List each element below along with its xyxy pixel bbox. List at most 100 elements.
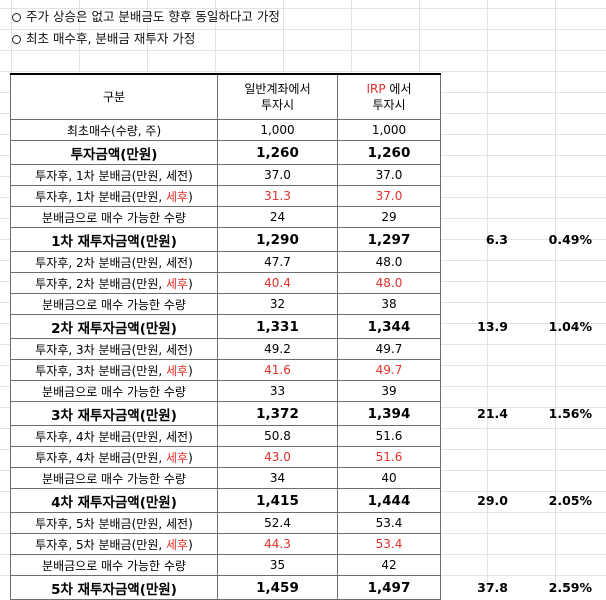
- cell-value: 51.6: [375, 429, 403, 443]
- irp-value-cell[interactable]: 1,000: [337, 119, 441, 141]
- table-header-row: 구분 일반계좌에서 투자시 IRP 에서 투자시: [10, 73, 441, 120]
- general-account-value-cell[interactable]: 52.4: [217, 512, 338, 534]
- general-account-value-cell[interactable]: 1,415: [217, 488, 338, 513]
- general-account-value-cell[interactable]: 41.6: [217, 359, 338, 381]
- difference-value[interactable]: 37.8: [477, 579, 508, 595]
- difference-value[interactable]: 29.0: [477, 492, 508, 508]
- irp-value-cell[interactable]: 49.7: [337, 359, 441, 381]
- general-account-value-cell[interactable]: 31.3: [217, 185, 338, 207]
- irp-value-cell[interactable]: 1,394: [337, 401, 441, 426]
- table-row: 투자후, 4차 분배금(만원, 세전) 50.8 51.6: [10, 425, 441, 447]
- irp-value-cell[interactable]: 39: [337, 380, 441, 402]
- general-account-value-cell[interactable]: 49.2: [217, 338, 338, 360]
- irp-value-cell[interactable]: 37.0: [337, 185, 441, 207]
- general-account-value-cell[interactable]: 32: [217, 293, 338, 315]
- cell-value: 1,290: [256, 231, 299, 248]
- difference-percent[interactable]: 2.59%: [548, 579, 592, 595]
- row-label-cell[interactable]: 1차 재투자금액(만원): [10, 227, 218, 252]
- row-label-cell[interactable]: 투자후, 5차 분배금(만원, 세후): [10, 533, 218, 555]
- cell-value: 1,297: [367, 231, 411, 248]
- irp-value-cell[interactable]: 48.0: [337, 272, 441, 294]
- general-account-value-cell[interactable]: 1,290: [217, 227, 338, 252]
- difference-value[interactable]: 21.4: [477, 405, 508, 421]
- general-account-value-cell[interactable]: 1,000: [217, 119, 338, 141]
- header-general-account-cell[interactable]: 일반계좌에서 투자시: [217, 73, 338, 120]
- header-irp-cell[interactable]: IRP 에서 투자시: [337, 73, 441, 120]
- row-label-cell[interactable]: 분배금으로 매수 가능한 수량: [10, 206, 218, 228]
- general-account-value-cell[interactable]: 1,372: [217, 401, 338, 426]
- general-account-value-cell[interactable]: 24: [217, 206, 338, 228]
- row-label-cell[interactable]: 5차 재투자금액(만원): [10, 575, 218, 600]
- row-label-cell[interactable]: 3차 재투자금액(만원): [10, 401, 218, 426]
- row-label-text: 세후: [165, 450, 189, 465]
- row-label-cell[interactable]: 투자후, 5차 분배금(만원, 세전): [10, 512, 218, 534]
- table-row: 투자후, 1차 분배금(만원, 세후) 31.3 37.0: [10, 185, 441, 207]
- general-account-value-cell[interactable]: 1,331: [217, 314, 338, 339]
- irp-value-cell[interactable]: 1,344: [337, 314, 441, 339]
- irp-value-cell[interactable]: 1,497: [337, 575, 441, 600]
- difference-percent[interactable]: 1.56%: [548, 405, 592, 421]
- row-label-cell[interactable]: 투자후, 3차 분배금(만원, 세후): [10, 359, 218, 381]
- row-label-cell[interactable]: 투자후, 4차 분배금(만원, 세전): [10, 425, 218, 447]
- general-account-value-cell[interactable]: 47.7: [217, 251, 338, 273]
- cell-value: 32: [269, 297, 286, 311]
- difference-percent[interactable]: 1.04%: [548, 318, 592, 334]
- irp-value-cell[interactable]: 51.6: [337, 446, 441, 468]
- irp-value-cell[interactable]: 29: [337, 206, 441, 228]
- row-label-cell[interactable]: 투자후, 1차 분배금(만원, 세전): [10, 164, 218, 186]
- general-account-value-cell[interactable]: 37.0: [217, 164, 338, 186]
- general-account-value-cell[interactable]: 33: [217, 380, 338, 402]
- row-label-cell[interactable]: 투자후, 2차 분배금(만원, 세후): [10, 272, 218, 294]
- cell-value: 37.0: [375, 168, 403, 182]
- difference-percent[interactable]: 0.49%: [548, 231, 592, 247]
- irp-value-cell[interactable]: 49.7: [337, 338, 441, 360]
- cell-value: 44.3: [264, 537, 291, 551]
- table-row: 분배금으로 매수 가능한 수량 24 29: [10, 206, 441, 228]
- row-label-text: 투자후, 5차 분배금(만원,: [35, 537, 166, 552]
- irp-value-cell[interactable]: 37.0: [337, 164, 441, 186]
- general-account-value-cell[interactable]: 44.3: [217, 533, 338, 555]
- irp-value-cell[interactable]: 53.4: [337, 512, 441, 534]
- row-label-cell[interactable]: 분배금으로 매수 가능한 수량: [10, 380, 218, 402]
- row-label-cell[interactable]: 투자후, 1차 분배금(만원, 세후): [10, 185, 218, 207]
- irp-value-cell[interactable]: 1,297: [337, 227, 441, 252]
- note-text[interactable]: 주가 상승은 없고 분배금도 향후 동일하다고 가정: [26, 9, 280, 24]
- irp-value-cell[interactable]: 51.6: [337, 425, 441, 447]
- irp-value-cell[interactable]: 40: [337, 467, 441, 489]
- cell-value: 35: [269, 558, 286, 572]
- irp-value-cell[interactable]: 48.0: [337, 251, 441, 273]
- row-label-cell[interactable]: 투자후, 2차 분배금(만원, 세전): [10, 251, 218, 273]
- difference-value[interactable]: 13.9: [477, 318, 508, 334]
- general-account-value-cell[interactable]: 35: [217, 554, 338, 576]
- row-label-cell[interactable]: 분배금으로 매수 가능한 수량: [10, 293, 218, 315]
- general-account-value-cell[interactable]: 1,260: [217, 140, 338, 165]
- difference-value[interactable]: 6.3: [485, 231, 508, 247]
- irp-value-cell[interactable]: 1,260: [337, 140, 441, 165]
- irp-value-cell[interactable]: 53.4: [337, 533, 441, 555]
- irp-value-cell[interactable]: 42: [337, 554, 441, 576]
- cell-value: 49.2: [264, 342, 291, 356]
- row-label-cell[interactable]: 4차 재투자금액(만원): [10, 488, 218, 513]
- row-label-cell[interactable]: 분배금으로 매수 가능한 수량: [10, 554, 218, 576]
- general-account-value-cell[interactable]: 1,459: [217, 575, 338, 600]
- general-account-value-cell[interactable]: 43.0: [217, 446, 338, 468]
- row-label-cell[interactable]: 최초매수(수량, 주): [10, 119, 218, 141]
- cell-value: 1,444: [367, 492, 411, 509]
- row-label-cell[interactable]: 2차 재투자금액(만원): [10, 314, 218, 339]
- difference-percent[interactable]: 2.05%: [548, 492, 592, 508]
- irp-value-cell[interactable]: 1,444: [337, 488, 441, 513]
- header-category-cell[interactable]: 구분: [10, 73, 218, 120]
- irp-value-cell[interactable]: 38: [337, 293, 441, 315]
- circle-bullet-icon: [12, 34, 21, 44]
- general-account-value-cell[interactable]: 34: [217, 467, 338, 489]
- row-label-cell[interactable]: 투자후, 4차 분배금(만원, 세후): [10, 446, 218, 468]
- row-label-cell[interactable]: 분배금으로 매수 가능한 수량: [10, 467, 218, 489]
- row-label-cell[interactable]: 투자금액(만원): [10, 140, 218, 165]
- general-account-value-cell[interactable]: 50.8: [217, 425, 338, 447]
- row-label-text: ): [188, 450, 193, 465]
- row-label-cell[interactable]: 투자후, 3차 분배금(만원, 세전): [10, 338, 218, 360]
- cell-value: 1,000: [371, 123, 407, 137]
- general-account-value-cell[interactable]: 40.4: [217, 272, 338, 294]
- note-2: 최초 매수후, 분배금 재투자 가정: [12, 28, 280, 50]
- note-text[interactable]: 최초 매수후, 분배금 재투자 가정: [26, 31, 196, 46]
